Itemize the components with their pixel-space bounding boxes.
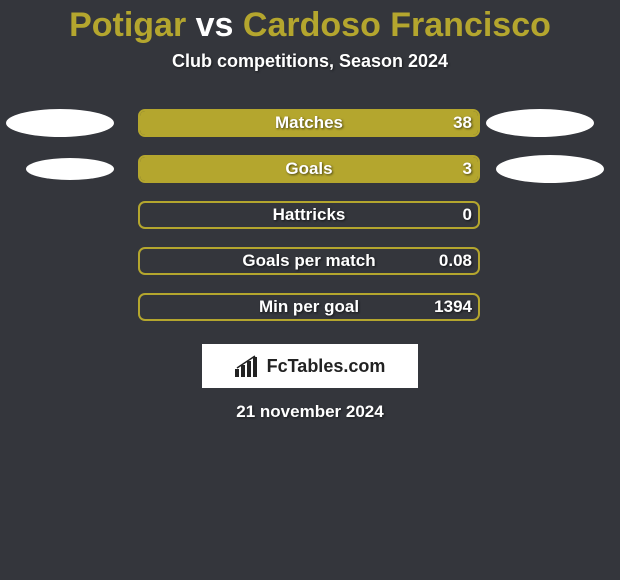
stat-row: Hattricks0 xyxy=(0,192,620,238)
page-title: Potigar vs Cardoso Francisco xyxy=(0,0,620,45)
bar-track xyxy=(138,109,480,137)
bar-fill xyxy=(140,157,478,181)
left-ellipse xyxy=(6,109,114,137)
stats-chart: Matches38Goals3Hattricks0Goals per match… xyxy=(0,100,620,330)
right-ellipse xyxy=(486,109,594,137)
bar-track xyxy=(138,293,480,321)
bar-fill xyxy=(140,111,478,135)
left-ellipse xyxy=(26,158,114,180)
bar-track xyxy=(138,201,480,229)
title-part: Cardoso Francisco xyxy=(243,6,551,44)
stat-row: Min per goal1394 xyxy=(0,284,620,330)
bar-track xyxy=(138,247,480,275)
title-part: vs xyxy=(186,6,243,44)
title-part: Potigar xyxy=(69,6,186,44)
date-line: 21 november 2024 xyxy=(0,402,620,422)
subtitle: Club competitions, Season 2024 xyxy=(0,51,620,72)
bar-chart-icon xyxy=(235,355,261,377)
fctables-logo: FcTables.com xyxy=(202,344,418,388)
logo-text: FcTables.com xyxy=(267,356,386,377)
right-ellipse xyxy=(496,155,604,183)
stat-row: Goals per match0.08 xyxy=(0,238,620,284)
bar-track xyxy=(138,155,480,183)
